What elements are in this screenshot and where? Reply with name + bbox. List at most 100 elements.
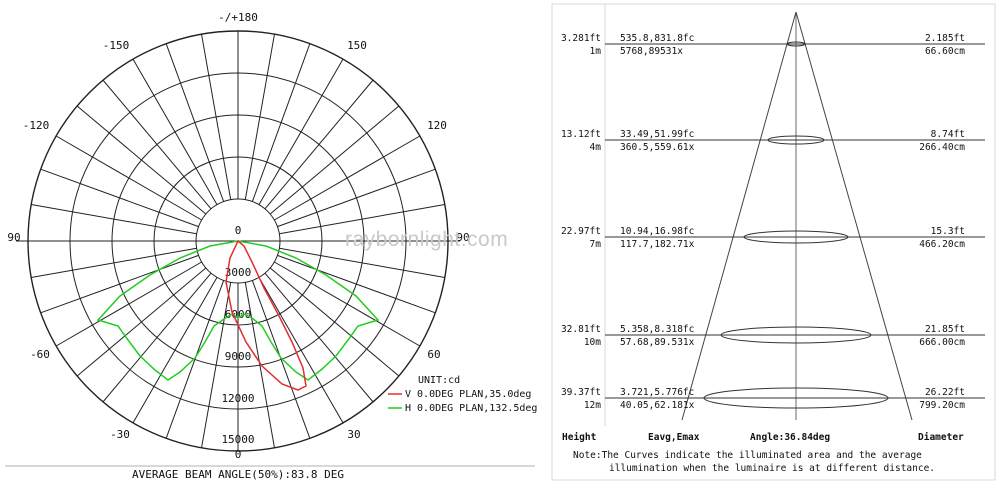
eavg-fc-10m: 5.358,8.318fc (620, 324, 694, 335)
height-ft-10m: 32.81ft (561, 324, 601, 335)
eavg-fc-1m: 535.8,831.8fc (620, 33, 694, 44)
eavg-fc-4m: 33.49,51.99fc (620, 129, 694, 140)
height-m-7m: 7m (590, 239, 602, 250)
polar-spoke (55, 135, 202, 221)
diameter-cm-1m: 66.60cm (925, 46, 965, 57)
height-m-4m: 4m (590, 142, 602, 153)
angle-label-neg120: -120 (23, 119, 50, 132)
height-m-1m: 1m (590, 46, 602, 57)
polar-spoke (40, 254, 199, 314)
cone-right-edge (795, 11, 913, 421)
polar-spoke (258, 58, 344, 205)
v-plane-curve (225, 239, 307, 391)
diameter-ft-7m: 15.3ft (931, 226, 965, 237)
radial-label-6000: 6000 (225, 308, 252, 321)
footer-diameter: Diameter (918, 432, 964, 443)
polar-spoke (76, 267, 207, 377)
height-ft-12m: 39.37ft (561, 387, 601, 398)
angle-label-120: 120 (427, 119, 447, 132)
note-line-1: Note:The Curves indicate the illuminated… (573, 450, 922, 461)
angle-label-60: 60 (427, 348, 440, 361)
polar-spoke (269, 267, 400, 377)
illuminated-area-12m (703, 387, 889, 409)
polar-spoke (132, 277, 218, 424)
polar-spoke (277, 254, 436, 314)
diameter-ft-12m: 26.22ft (925, 387, 965, 398)
diameter-cm-4m: 266.40cm (919, 142, 965, 153)
angle-label-right-90: 90 (456, 231, 469, 244)
illuminated-area-1m (786, 41, 806, 47)
diameter-ft-4m: 8.74ft (931, 129, 965, 140)
height-ft-7m: 22.97ft (561, 226, 601, 237)
angle-label-left-90: 90 (7, 231, 20, 244)
diameter-cm-7m: 466.20cm (919, 239, 965, 250)
angle-label-30: 30 (347, 428, 360, 441)
diameter-cm-12m: 799.20cm (919, 400, 965, 411)
angle-label-0: 0 (235, 448, 242, 461)
angle-label-180: -/+180 (218, 11, 258, 24)
polar-spoke (102, 79, 212, 210)
polar-spoke (251, 43, 311, 202)
footer-angle: Angle:36.84deg (750, 432, 830, 443)
polar-spoke (244, 282, 275, 448)
polar-spoke (277, 168, 436, 228)
diameter-cm-10m: 666.00cm (919, 337, 965, 348)
polar-spoke (165, 280, 225, 439)
height-ft-4m: 13.12ft (561, 129, 601, 140)
eavg-lx-12m: 40.05,62.181x (620, 400, 695, 411)
legend-h-label: H 0.0DEG PLAN,132.5deg (405, 403, 537, 414)
polar-spoke (76, 105, 207, 215)
polar-spoke (55, 261, 202, 347)
footer-eavg-emax: Eavg,Emax (648, 432, 700, 443)
height-ft-1m: 3.281ft (561, 33, 601, 44)
polar-spoke (201, 34, 232, 200)
polar-spoke (251, 280, 311, 439)
polar-spoke (201, 282, 232, 448)
polar-spoke (132, 58, 218, 205)
height-m-12m: 12m (584, 400, 601, 411)
eavg-fc-12m: 3.721,5.776fc (620, 387, 694, 398)
polar-spoke (31, 204, 197, 235)
angle-label-neg60: -60 (30, 348, 50, 361)
polar-spoke (244, 34, 275, 200)
polar-spoke (258, 277, 344, 424)
height-m-10m: 10m (584, 337, 601, 348)
polar-diagram: 0 3000 6000 9000 12000 15000 -/+180 -150… (5, 11, 537, 481)
polar-spoke (279, 247, 445, 278)
cone-diagram: 3.281ft 1m 535.8,831.8fc 5768,89531x 2.1… (551, 3, 996, 481)
eavg-lx-10m: 57.68,89.531x (620, 337, 695, 348)
illuminated-area-10m (720, 326, 872, 344)
radial-label-9000: 9000 (225, 350, 252, 363)
polar-spoke (269, 105, 400, 215)
polar-spoke (165, 43, 225, 202)
cone-left-edge (681, 11, 797, 421)
center-label: 0 (235, 224, 242, 237)
eavg-fc-7m: 10.94,16.98fc (620, 226, 694, 237)
radial-label-15000: 15000 (221, 433, 254, 446)
legend-v-label: V 0.0DEG PLAN,35.0deg (405, 389, 531, 400)
diameter-ft-10m: 21.85ft (925, 324, 965, 335)
cone-frame (551, 3, 996, 481)
radial-label-3000: 3000 (225, 266, 252, 279)
polar-grid (16, 30, 460, 452)
polar-spoke (264, 79, 374, 210)
radial-label-12000: 12000 (221, 392, 254, 405)
polar-spoke (40, 168, 199, 228)
unit-label: UNIT:cd (418, 375, 460, 386)
polar-spoke (31, 247, 197, 278)
eavg-lx-7m: 117.7,182.71x (620, 239, 695, 250)
note-line-2: illumination when the luminaire is at di… (609, 463, 935, 474)
polar-spoke (274, 261, 421, 347)
average-beam-angle: AVERAGE BEAM ANGLE(50%):83.8 DEG (132, 468, 344, 481)
illuminated-area-4m (767, 135, 825, 145)
angle-label-neg150: -150 (103, 39, 130, 52)
footer-height: Height (562, 432, 596, 443)
polar-spoke (279, 204, 445, 235)
eavg-lx-4m: 360.5,559.61x (620, 142, 695, 153)
polar-spoke (274, 135, 421, 221)
polar-spoke (264, 272, 374, 403)
diameter-ft-1m: 2.185ft (925, 33, 965, 44)
angle-label-neg30: -30 (110, 428, 130, 441)
angle-label-150: 150 (347, 39, 367, 52)
polar-spoke (102, 272, 212, 403)
